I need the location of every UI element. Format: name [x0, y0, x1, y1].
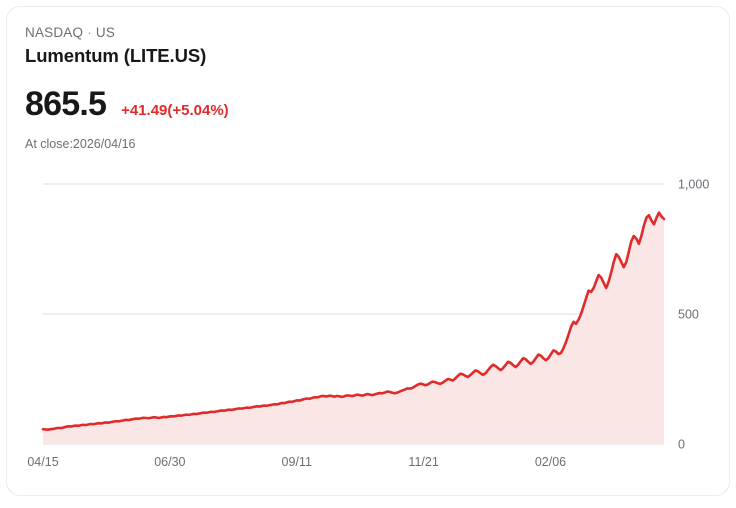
page-title: Lumentum (LITE.US)	[25, 45, 207, 66]
price-chart-svg[interactable]: 1,000 500 0 04/15 06/30 09/11 11/21 02/06	[7, 162, 730, 482]
x-axis-tick-label: 11/21	[408, 455, 438, 469]
current-price: 865.5	[25, 85, 107, 123]
price-row: 865.5 +41.49(+5.04%)	[25, 85, 711, 123]
exchange-name: NASDAQ	[25, 25, 84, 40]
at-close-timestamp: At close:2026/04/16	[25, 137, 136, 151]
y-axis-tick-label: 1,000	[678, 178, 709, 192]
y-axis-tick-label: 500	[678, 308, 699, 322]
exchange-region: US	[95, 25, 116, 40]
x-axis-labels: 04/15 06/30 09/11 11/21 02/06	[27, 455, 566, 469]
quote-header: NASDAQ · US Lumentum (LITE.US) 865.5 +41.4…	[25, 24, 711, 152]
x-axis-tick-label: 09/11	[282, 455, 312, 469]
chart-area-fill	[43, 212, 664, 444]
x-axis-tick-label: 06/30	[154, 455, 185, 469]
y-axis-labels: 1,000 500 0	[678, 178, 709, 452]
price-chart[interactable]: 1,000 500 0 04/15 06/30 09/11 11/21 02/06	[7, 162, 730, 482]
y-axis-tick-label: 0	[678, 438, 685, 452]
chart-line	[41, 211, 666, 431]
exchange-row: NASDAQ · US	[25, 24, 711, 42]
price-change: +41.49(+5.04%)	[121, 102, 229, 119]
stock-quote-card: NASDAQ · US Lumentum (LITE.US) 865.5 +41.4…	[6, 6, 730, 496]
x-axis-tick-label: 04/15	[27, 455, 58, 469]
exchange-separator: ·	[87, 25, 92, 40]
x-axis-tick-label: 02/06	[535, 455, 566, 469]
